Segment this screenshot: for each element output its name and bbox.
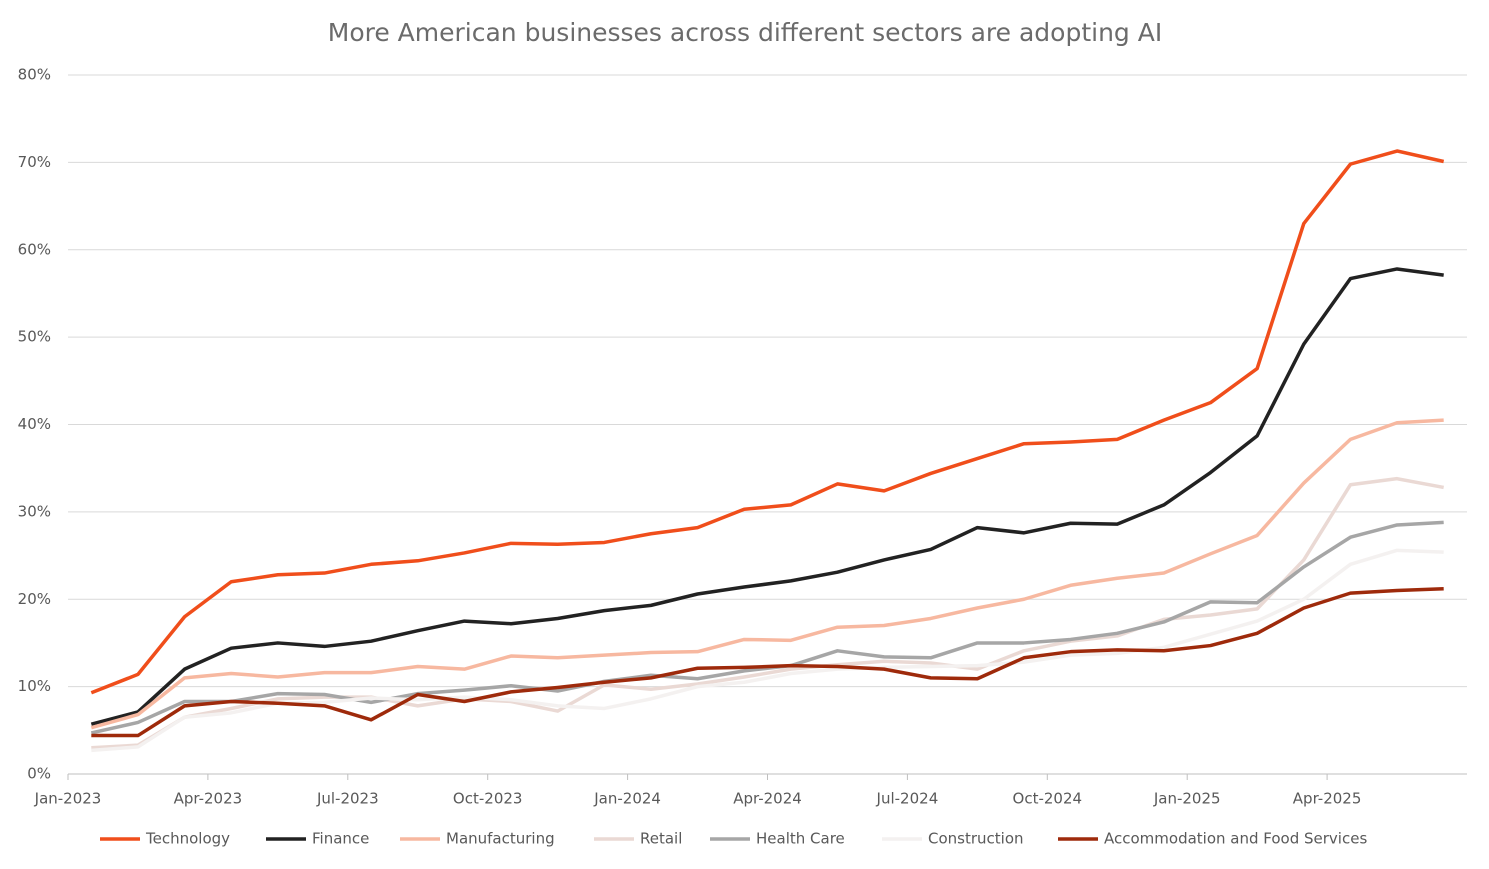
series-line [90, 149, 1445, 695]
x-tick-label: Apr-2023 [174, 790, 243, 808]
legend-label: Construction [928, 830, 1024, 848]
series-line [91, 476, 1445, 750]
x-tick-label: Jul-2023 [316, 790, 379, 808]
chart-title: More American businesses across differen… [328, 18, 1162, 47]
x-tick-label: Jul-2024 [876, 790, 939, 808]
y-tick-label: 80% [18, 66, 51, 84]
y-tick-label: 60% [18, 240, 51, 258]
legend-label: Retail [640, 830, 682, 848]
x-tick-label: Oct-2024 [1013, 790, 1083, 808]
series-line [91, 587, 1444, 738]
y-tick-label: 30% [18, 502, 51, 520]
legend-label: Health Care [756, 830, 845, 848]
x-tick-label: Jan-2024 [593, 790, 661, 808]
series-line [91, 548, 1444, 753]
y-tick-label: 20% [18, 590, 51, 608]
y-tick-label: 40% [18, 415, 51, 433]
legend-label: Manufacturing [446, 830, 555, 848]
y-tick-label: 50% [18, 328, 51, 346]
x-tick-label: Apr-2025 [1293, 790, 1362, 808]
series-line [90, 418, 1444, 730]
x-tick-label: Jan-2025 [1153, 790, 1221, 808]
legend-label: Finance [312, 830, 369, 848]
y-tick-label: 10% [18, 677, 51, 695]
y-tick-label: 70% [18, 153, 51, 171]
legend-label: Accommodation and Food Services [1104, 830, 1367, 848]
x-tick-label: Jan-2023 [34, 790, 102, 808]
legend-label: Technology [145, 830, 230, 848]
series-line [90, 267, 1444, 726]
y-tick-label: 0% [27, 765, 51, 783]
x-tick-label: Apr-2024 [733, 790, 802, 808]
x-tick-label: Oct-2023 [453, 790, 523, 808]
